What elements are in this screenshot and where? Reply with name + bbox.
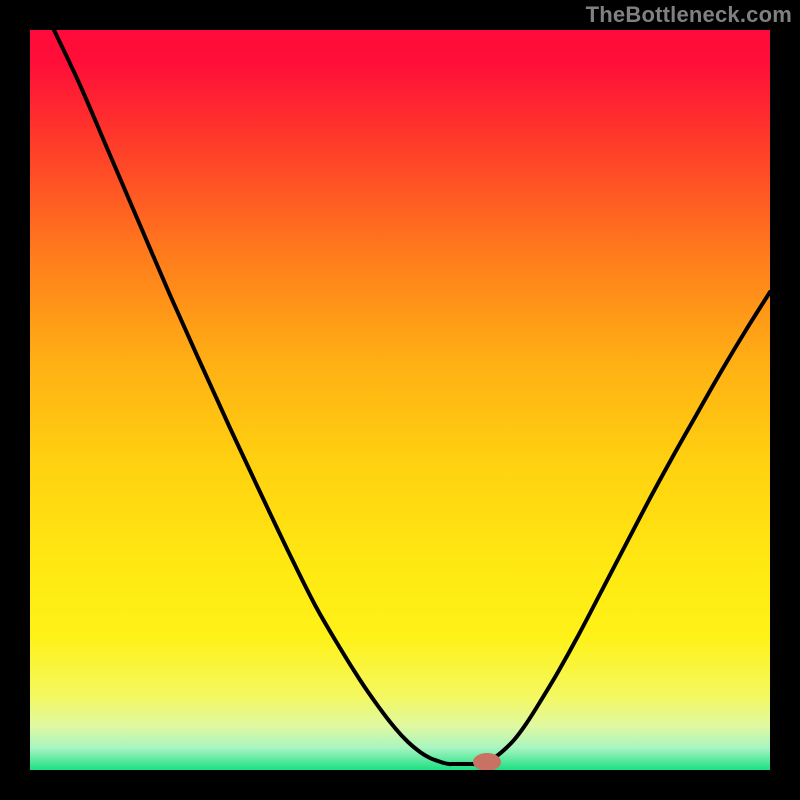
watermark-text: TheBottleneck.com <box>586 2 792 28</box>
gradient-background <box>30 30 770 770</box>
optimal-point-marker <box>473 753 501 771</box>
chart-container: TheBottleneck.com <box>0 0 800 800</box>
bottleneck-curve-chart <box>0 0 800 800</box>
